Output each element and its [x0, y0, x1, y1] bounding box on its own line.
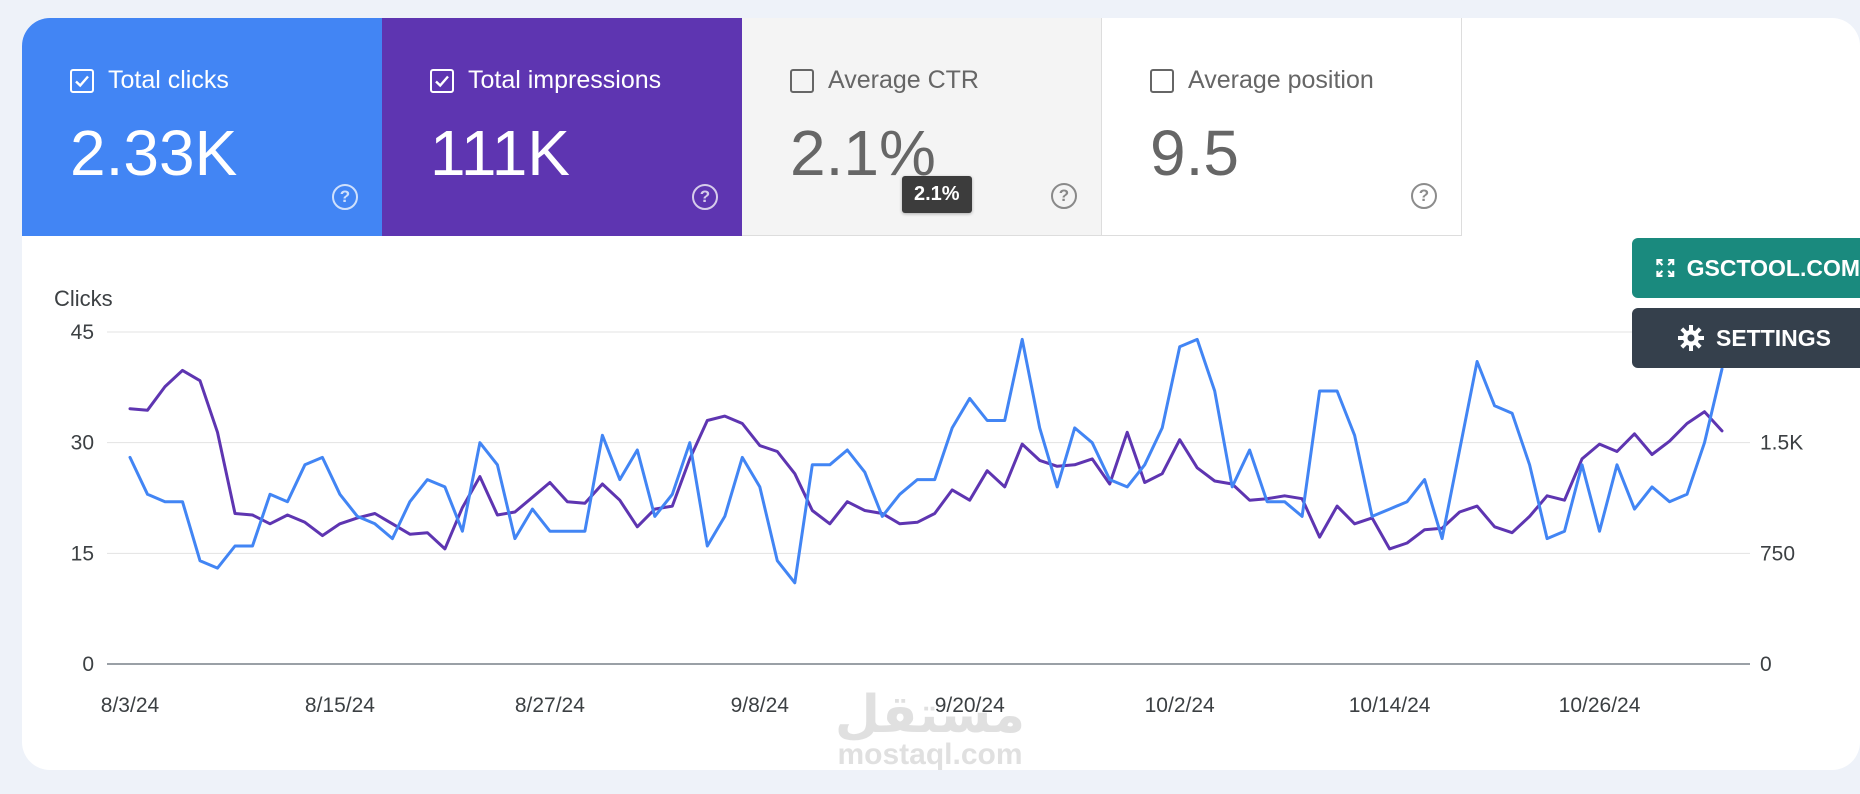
- x-tick-label: 10/26/24: [1559, 694, 1641, 717]
- help-icon[interactable]: ?: [332, 184, 358, 210]
- help-icon[interactable]: ?: [1051, 183, 1077, 209]
- settings-button[interactable]: SETTINGS: [1632, 308, 1860, 368]
- tile-average-ctr[interactable]: Average CTR 2.1% ?: [742, 18, 1102, 236]
- tile-total-clicks[interactable]: Total clicks 2.33K ?: [22, 18, 382, 236]
- expand-icon: [1656, 259, 1675, 277]
- checkbox-checked-icon[interactable]: [430, 68, 454, 93]
- x-tick-label: 9/8/24: [731, 694, 790, 717]
- performance-chart: 015304507501.5K2.2K8/3/248/15/248/27/249…: [71, 321, 1804, 717]
- x-tick-label: 8/27/24: [515, 694, 585, 717]
- checkbox-unchecked-icon[interactable]: [790, 68, 814, 93]
- x-tick-label: 8/3/24: [101, 694, 160, 717]
- checkbox-checked-icon[interactable]: [70, 68, 94, 93]
- y-tick-label-right: 1.5K: [1760, 432, 1803, 455]
- tile-value: 9.5: [1150, 117, 1239, 189]
- metric-tiles: Total clicks 2.33K ? Total impressions 1…: [22, 18, 1462, 236]
- x-tick-label: 9/20/24: [935, 694, 1005, 717]
- y-tick-label-left: 15: [71, 542, 94, 565]
- ctr-tooltip: 2.1%: [902, 176, 972, 213]
- y-tick-label-right: 750: [1760, 542, 1795, 565]
- performance-card: Total clicks 2.33K ? Total impressions 1…: [22, 18, 1860, 770]
- y-tick-label-left: 45: [71, 321, 94, 344]
- x-tick-label: 10/14/24: [1349, 694, 1431, 717]
- x-tick-label: 8/15/24: [305, 694, 375, 717]
- tile-average-position[interactable]: Average position 9.5 ?: [1102, 18, 1462, 236]
- tile-header: Total impressions: [430, 66, 661, 95]
- series-line-total-impressions: [128, 368, 1724, 551]
- gear-icon: [1678, 325, 1704, 351]
- y-tick-label-left: 30: [71, 432, 94, 455]
- gsctool-button[interactable]: GSCTOOL.COM: [1632, 238, 1860, 298]
- tile-label: Average position: [1188, 66, 1374, 94]
- watermark-arabic: مستقل: [834, 685, 1026, 745]
- watermark-logo: مستقل mostaql.com: [820, 688, 1040, 772]
- x-tick-label: 10/2/24: [1145, 694, 1215, 717]
- gsctool-label: GSCTOOL.COM: [1686, 254, 1860, 281]
- tile-header: Total clicks: [70, 66, 229, 95]
- tile-label: Average CTR: [828, 66, 979, 94]
- chart-axis-label: Clicks: [54, 286, 113, 311]
- help-icon[interactable]: ?: [692, 184, 718, 210]
- tile-label: Total impressions: [468, 66, 662, 94]
- watermark-latin: mostaql.com: [837, 738, 1023, 771]
- y-tick-label-left: 0: [82, 653, 94, 676]
- help-icon[interactable]: ?: [1411, 183, 1437, 209]
- tile-total-impressions[interactable]: Total impressions 111K ?: [382, 18, 742, 236]
- y-tick-label-right: 0: [1760, 653, 1772, 676]
- tile-value: 111K: [430, 117, 570, 189]
- checkbox-unchecked-icon[interactable]: [1150, 68, 1174, 93]
- series-line-total-clicks: [128, 337, 1724, 585]
- tile-header: Average position: [1150, 66, 1374, 95]
- settings-label: SETTINGS: [1716, 324, 1832, 351]
- tile-label: Total clicks: [108, 66, 229, 94]
- tile-value: 2.33K: [70, 117, 238, 189]
- tile-header: Average CTR: [790, 66, 979, 95]
